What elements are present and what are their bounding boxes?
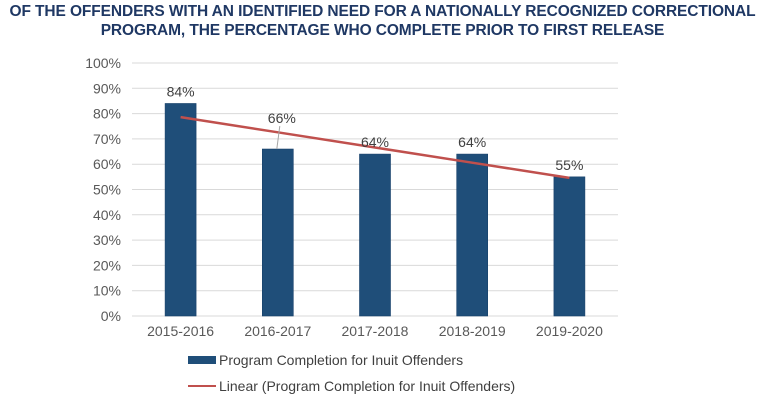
- bar: [553, 176, 586, 317]
- x-tick-label: 2015-2016: [147, 323, 214, 339]
- y-tick-label: 0%: [101, 308, 121, 324]
- y-tick-label: 90%: [93, 80, 121, 96]
- x-tick-label: 2018-2019: [439, 323, 506, 339]
- data-labels: 84% 66% 64% 64% 55%: [167, 83, 584, 172]
- trendline-series: [180, 115, 570, 180]
- y-tick-label: 80%: [93, 106, 121, 122]
- data-label-leader-line: [276, 125, 281, 150]
- legend-label-trendline: Linear (Program Completion for Inuit Off…: [219, 378, 515, 394]
- data-label: 66%: [268, 110, 296, 126]
- y-tick-label: 40%: [93, 207, 121, 223]
- y-tick-label: 100%: [85, 55, 121, 71]
- bar: [164, 103, 197, 317]
- data-label: 84%: [167, 83, 195, 99]
- legend: Program Completion for Inuit Offenders Li…: [188, 352, 515, 394]
- data-label: 55%: [555, 157, 583, 173]
- y-tick-label: 70%: [93, 131, 121, 147]
- x-tick-label: 2016-2017: [244, 323, 311, 339]
- y-tick-label: 60%: [93, 156, 121, 172]
- x-axis-ticks: 2015-2016 2016-2017 2017-2018 2018-2019 2019…: [147, 323, 603, 339]
- data-label: 64%: [361, 134, 389, 150]
- bar: [456, 153, 489, 317]
- bar: [261, 148, 294, 317]
- legend-label-bar: Program Completion for Inuit Offenders: [219, 352, 463, 368]
- y-tick-label: 20%: [93, 257, 121, 273]
- y-tick-label: 50%: [93, 182, 121, 198]
- chart-title-line-1: OF THE OFFENDERS WITH AN IDENTIFIED NEED…: [9, 3, 756, 20]
- chart-title: OF THE OFFENDERS WITH AN IDENTIFIED NEED…: [0, 2, 765, 40]
- bar-series: [164, 103, 586, 317]
- y-tick-label: 10%: [93, 283, 121, 299]
- trendline: [180, 115, 570, 180]
- y-tick-label: 30%: [93, 232, 121, 248]
- x-tick-label: 2017-2018: [342, 323, 409, 339]
- data-label: 64%: [458, 134, 486, 150]
- chart-title-line-2: PROGRAM, THE PERCENTAGE WHO COMPLETE PRI…: [100, 22, 665, 39]
- bar: [359, 153, 391, 317]
- gridlines: [132, 62, 618, 317]
- legend-swatch-bar: [188, 356, 216, 364]
- y-axis-ticks: 0% 10% 20% 30% 40% 50% 60% 70% 80% 90% 100%: [85, 55, 121, 324]
- x-tick-label: 2019-2020: [536, 323, 603, 339]
